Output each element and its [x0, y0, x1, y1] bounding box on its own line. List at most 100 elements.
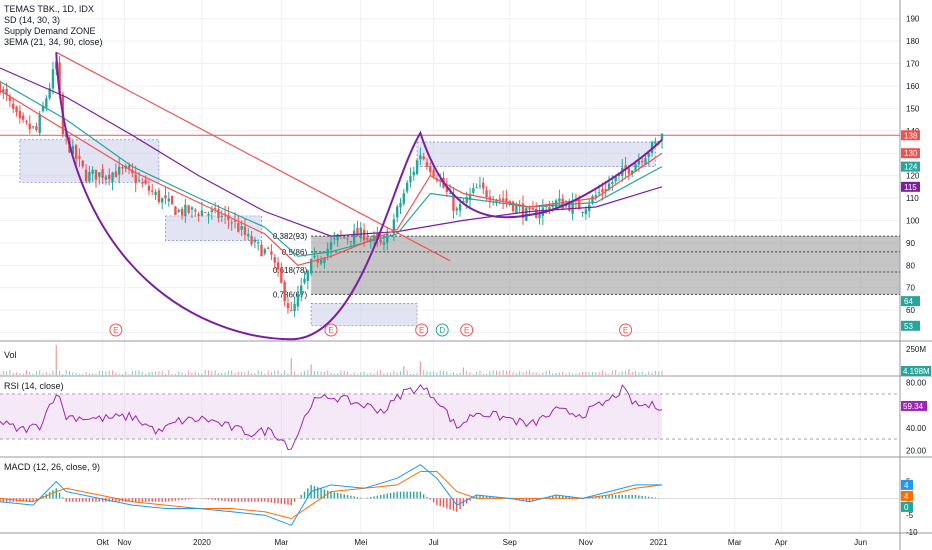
candle-body — [98, 172, 101, 177]
candle-body — [372, 235, 376, 238]
candle-body — [273, 257, 276, 263]
candle-body — [366, 237, 369, 240]
candle-body — [104, 176, 108, 180]
candle-body — [194, 209, 197, 212]
candle-body — [462, 200, 465, 203]
candle-body — [584, 209, 588, 214]
candle-body — [396, 206, 399, 218]
candle-body — [425, 162, 429, 167]
volume-pane-label[interactable]: Vol — [4, 350, 17, 360]
candle-body — [293, 303, 296, 312]
time-axis-tick: Mar — [728, 538, 742, 547]
candle-body — [352, 230, 356, 245]
candle-body — [2, 89, 5, 93]
macd-badge — [901, 501, 913, 512]
price-axis-tick: 70 — [906, 284, 915, 293]
candle-body — [644, 158, 647, 165]
candle-body — [525, 207, 528, 221]
candle-body — [634, 163, 637, 172]
macd-pane-label[interactable]: MACD (12, 26, close, 9) — [4, 462, 101, 472]
price-badge — [901, 320, 920, 331]
time-axis-tick: Jun — [854, 538, 867, 547]
candle-body — [445, 186, 449, 192]
fib-level-label: 0.618(78) — [273, 266, 308, 275]
candle-body — [660, 133, 664, 141]
macd-signal-line — [0, 471, 663, 520]
candle-body — [611, 182, 614, 185]
candle-body — [71, 145, 75, 155]
event-marker — [619, 323, 633, 337]
event-marker — [460, 323, 474, 337]
indicator-supply-demand[interactable]: Supply Demand ZONE — [4, 26, 96, 36]
candle-body — [78, 156, 81, 159]
price-axis-tick: 180 — [906, 37, 920, 46]
candle-body — [137, 180, 141, 182]
candle-body — [247, 234, 250, 237]
candle-body — [74, 145, 78, 159]
candle-body — [468, 194, 472, 201]
candle-body — [319, 260, 323, 264]
candle-body — [508, 200, 511, 204]
candle-body — [601, 189, 604, 193]
candle-body — [429, 165, 432, 173]
rsi-line — [0, 384, 663, 451]
event-marker-label: E — [623, 326, 628, 335]
candle-body — [48, 88, 51, 99]
candle-body — [515, 204, 518, 213]
rsi-band — [0, 393, 662, 440]
candle-body — [336, 234, 339, 241]
ema-fast-line — [0, 89, 663, 266]
candle-body — [349, 241, 353, 243]
candle-body — [422, 156, 425, 160]
candle-body — [187, 205, 190, 213]
candle-body — [270, 251, 273, 255]
candle-body — [283, 281, 286, 302]
candle-body — [399, 203, 402, 208]
event-marker-label: E — [419, 326, 424, 335]
candle-body — [160, 198, 164, 203]
candle-body — [501, 198, 505, 201]
event-marker-label: E — [328, 326, 333, 335]
indicator-sd[interactable]: SD (14, 30, 3) — [4, 15, 61, 25]
time-axis-tick: 2020 — [193, 538, 211, 547]
candle-body — [329, 242, 333, 250]
candle-body — [412, 171, 415, 176]
candle-body — [482, 182, 485, 189]
fib-level-label: 0.786(67) — [273, 290, 308, 299]
volume-axis-tick: 250M — [906, 345, 926, 354]
candle-body — [650, 142, 654, 153]
candle-body — [432, 169, 435, 177]
price-badge-label: 64 — [904, 297, 913, 306]
rsi-pane-label[interactable]: RSI (14, close) — [4, 381, 64, 391]
candle-body — [405, 182, 409, 192]
price-badge-label: 138 — [904, 131, 918, 140]
candle-body — [35, 126, 38, 130]
candle-body — [263, 249, 266, 254]
candle-body — [581, 212, 584, 214]
candle-body — [243, 226, 247, 235]
candle-body — [627, 168, 631, 174]
candle-body — [458, 204, 462, 211]
indicator-3ema[interactable]: 3EMA (21, 34, 90, close) — [4, 37, 103, 47]
supply-zone — [310, 303, 418, 327]
candle-body — [521, 203, 525, 219]
candle-body — [134, 174, 137, 184]
candle-body — [111, 172, 114, 183]
symbol-title[interactable]: TEMAS TBK., 1D, IDX — [4, 4, 94, 14]
candle-body — [51, 69, 55, 89]
macd-badge-label: 4 — [904, 492, 909, 501]
candle-body — [233, 220, 237, 222]
candle-body — [144, 179, 147, 184]
event-marker — [109, 323, 123, 337]
candle-body — [296, 294, 300, 307]
candle-body — [548, 207, 551, 211]
candle-body — [154, 191, 157, 196]
candle-body — [81, 160, 84, 167]
candle-body — [300, 285, 303, 295]
candle-body — [568, 202, 571, 211]
macd-badge-label: 4 — [904, 481, 909, 490]
candle-body — [306, 270, 310, 281]
candle-body — [45, 98, 48, 108]
candle-body — [5, 88, 8, 96]
